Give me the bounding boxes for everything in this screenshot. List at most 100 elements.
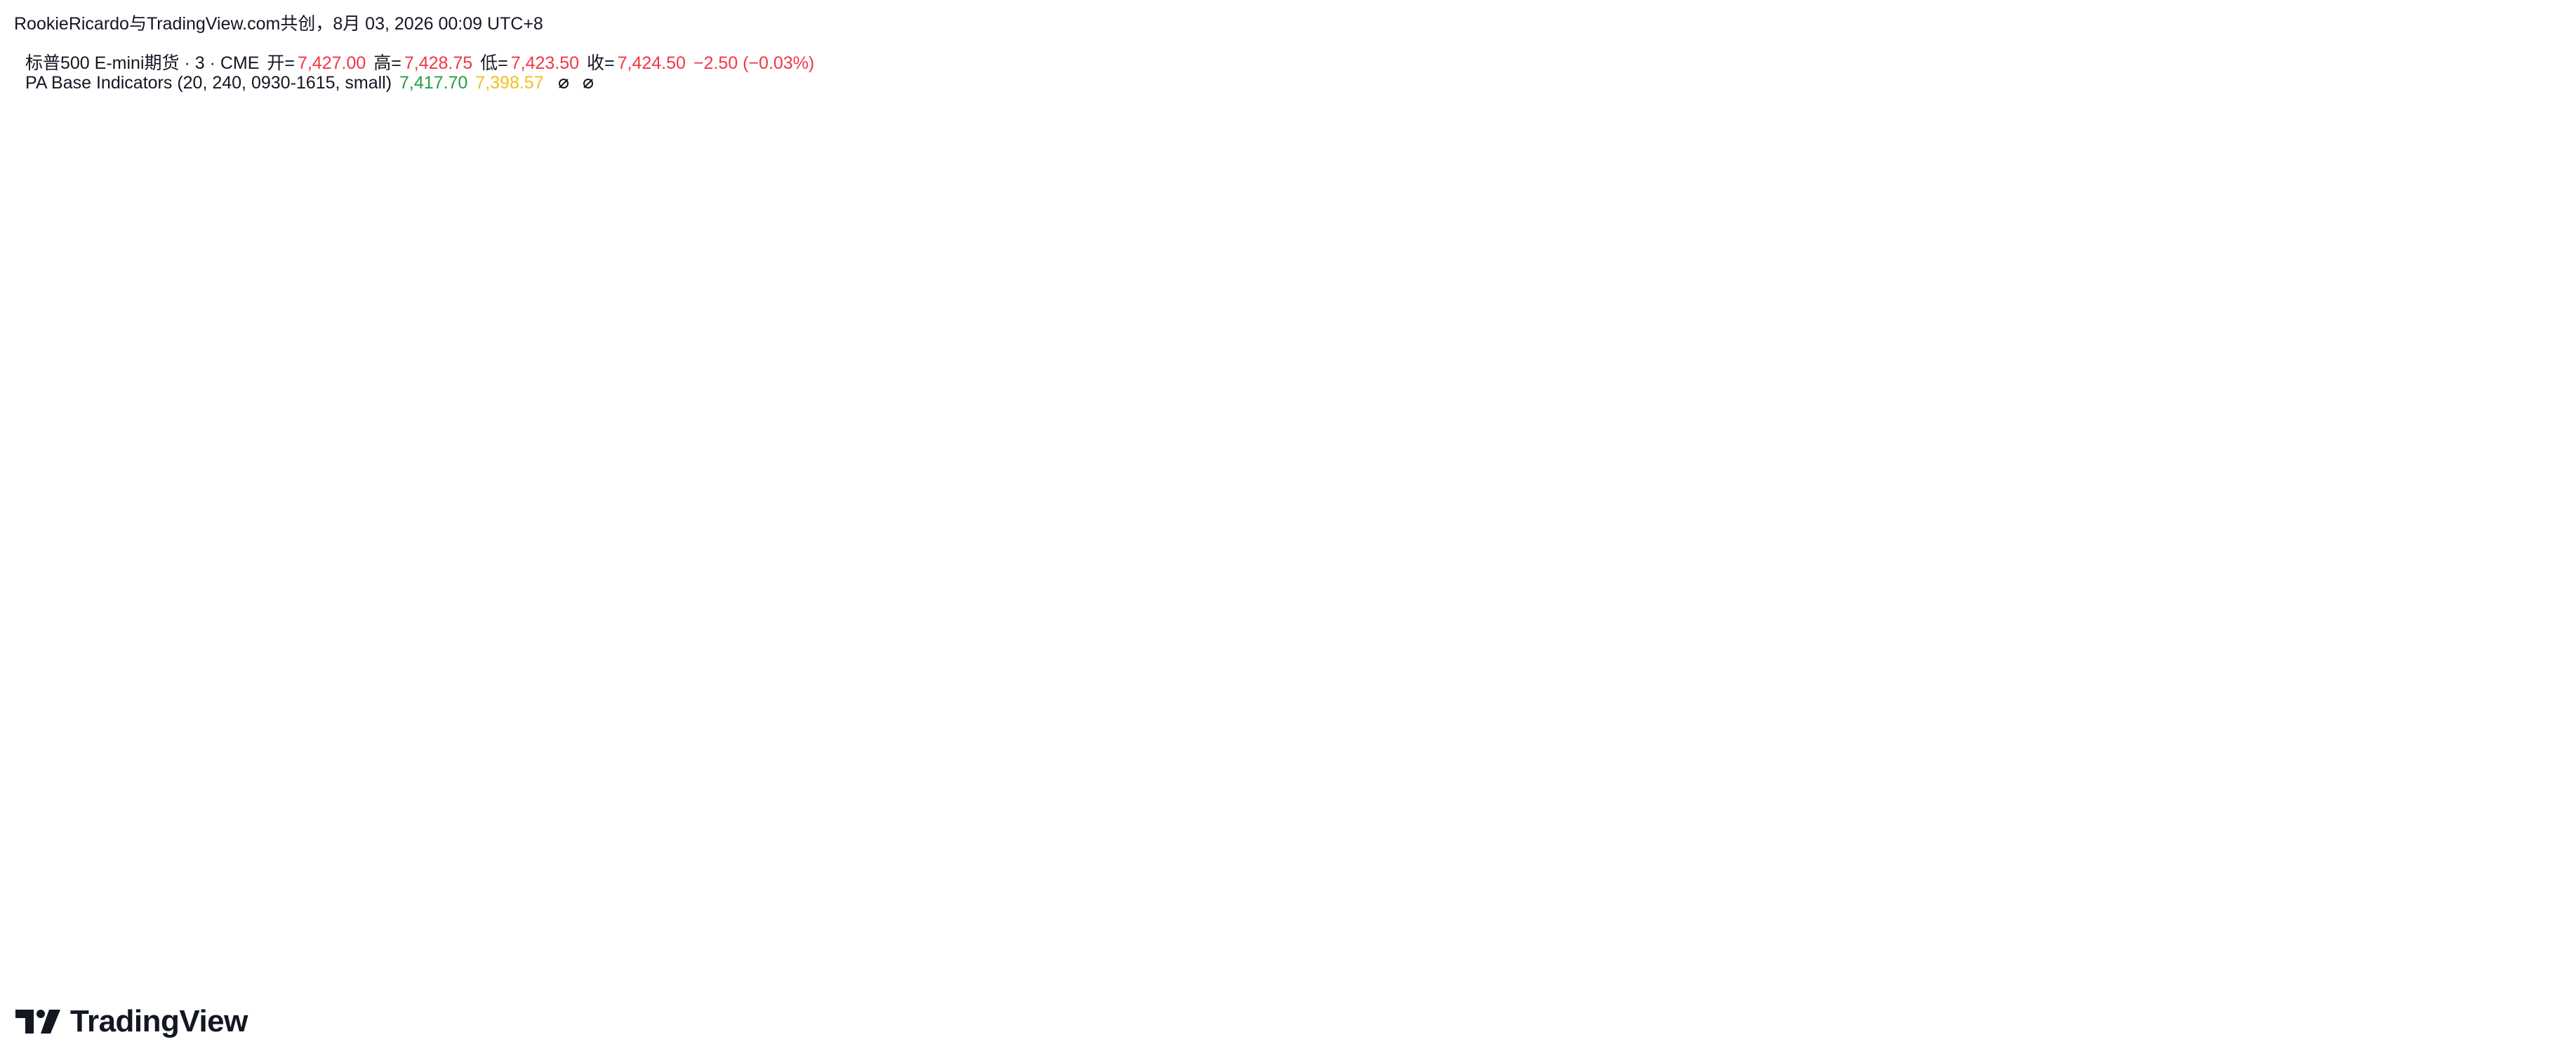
candle-body	[919, 289, 931, 304]
candle-body	[611, 560, 622, 569]
bar-count-label: 193	[389, 497, 411, 512]
bar-count-label: 169	[18, 630, 41, 645]
stop-price-label: 7,369.75	[1579, 696, 1656, 718]
candle-body	[1800, 491, 1811, 555]
price-tag-label: 7,359.50	[2475, 732, 2546, 753]
candle-body	[2356, 672, 2367, 736]
candle-body	[2417, 686, 2429, 729]
bar-count-label: 199	[482, 520, 504, 534]
bar-count-label: 41	[2215, 659, 2229, 673]
bar-count-label: 219	[790, 470, 813, 485]
bar-count-label: 205	[574, 636, 597, 651]
candle-body	[2016, 630, 2027, 659]
bar-count-label: 47	[2307, 734, 2322, 748]
candle-body	[117, 477, 128, 562]
y-tick-label: 7,396.00	[2473, 223, 2544, 244]
candle-body	[657, 532, 668, 555]
candle-body	[425, 400, 437, 409]
candle-body	[1259, 386, 1270, 402]
candle-body	[1815, 553, 1826, 569]
candle-body	[1506, 525, 1518, 583]
ema-line	[29, 347, 2455, 686]
candle-body	[2031, 616, 2043, 632]
candle-body	[1182, 414, 1193, 423]
candle-body	[1290, 428, 1301, 478]
candle-body	[2433, 713, 2444, 729]
symbol-name[interactable]: 标普500 E-mini期货 · 3 · CME	[25, 53, 260, 73]
candle-body	[2201, 602, 2212, 639]
close-label: 收=	[587, 53, 615, 73]
candle-body	[410, 407, 421, 423]
candle-body	[379, 477, 390, 534]
candle-body	[2325, 699, 2336, 715]
tradingview-logo[interactable]: TradingView	[15, 1004, 248, 1039]
y-tick-label: 7,392.00	[2473, 279, 2544, 300]
candle-body	[1939, 665, 1950, 680]
x-tick-label: 10:00	[931, 951, 980, 972]
candle-body	[580, 588, 591, 604]
candle-body	[2109, 595, 2120, 625]
candle-body	[2093, 609, 2104, 625]
candle-body	[2448, 713, 2459, 757]
bar-count-label: 201	[512, 588, 535, 602]
candle-body	[286, 511, 298, 527]
candle-body	[1336, 477, 1348, 527]
bar-count-label: 233	[1007, 358, 1029, 373]
candle-body	[2139, 595, 2151, 632]
candle-body	[1846, 560, 1857, 604]
candle-body	[950, 303, 962, 332]
bar-count-label: 55	[2431, 755, 2445, 770]
candle-body	[1383, 560, 1394, 576]
low-label: 低=	[480, 53, 508, 73]
candle-body	[132, 567, 143, 576]
bar-count-label: 221	[821, 428, 844, 442]
candle-body	[1923, 637, 1934, 666]
candle-body	[2170, 560, 2182, 576]
indicator-name[interactable]: PA Base Indicators (20, 240, 0930-1615, …	[25, 73, 392, 93]
candle-body	[2309, 679, 2321, 715]
candle-body	[394, 421, 406, 478]
candle-body	[549, 560, 560, 576]
candle-body	[1599, 491, 1610, 520]
x-tick-label: 14:00	[2167, 951, 2215, 972]
bar-count-label: 261	[1439, 595, 1461, 609]
candle-body	[1151, 414, 1162, 430]
x-tick-label: 11:45	[1473, 951, 1520, 972]
tradingview-logo-text: TradingView	[70, 1004, 248, 1038]
candle-body	[1692, 609, 1703, 625]
candle-body	[24, 574, 35, 604]
candle-body	[1769, 477, 1780, 499]
candle-body	[1275, 400, 1286, 430]
bar-count-label: 191	[358, 575, 380, 590]
candle-body	[688, 449, 699, 520]
candle-body	[1784, 491, 1795, 499]
bar-count-label: 229	[945, 351, 967, 366]
x-tick-label: 14:4	[2405, 951, 2442, 972]
candle-body	[811, 407, 823, 444]
y-tick-label: 7,408.00	[2473, 56, 2544, 77]
bar-count-label: 269	[1562, 518, 1585, 533]
candle-body	[364, 491, 375, 534]
candle-body	[1043, 358, 1054, 367]
bar-count-label: 11	[1752, 546, 1766, 560]
bar-count-label: 241	[1130, 442, 1153, 456]
candle-body	[966, 303, 977, 332]
bar-count-label: 217	[759, 497, 782, 512]
candle-body	[317, 463, 328, 520]
candle-body	[178, 498, 190, 513]
candle-body	[1321, 414, 1332, 478]
candle-body	[1074, 344, 1085, 374]
candle-body	[70, 560, 81, 604]
x-tick-label: 12:30	[1704, 951, 1752, 972]
tradingview-logo-icon	[15, 1010, 60, 1034]
candle-body	[1753, 477, 1765, 527]
eye-off-icon[interactable]	[557, 77, 570, 90]
candle-body	[1491, 498, 1502, 583]
eye-off-icon[interactable]	[582, 77, 595, 90]
x-tick-label: 10:15	[1009, 951, 1057, 972]
y-tick-label: 7,356.00	[2473, 781, 2544, 802]
candle-body	[642, 518, 653, 555]
bar-count-label: 35	[2122, 657, 2137, 672]
candle-body	[2062, 630, 2073, 639]
